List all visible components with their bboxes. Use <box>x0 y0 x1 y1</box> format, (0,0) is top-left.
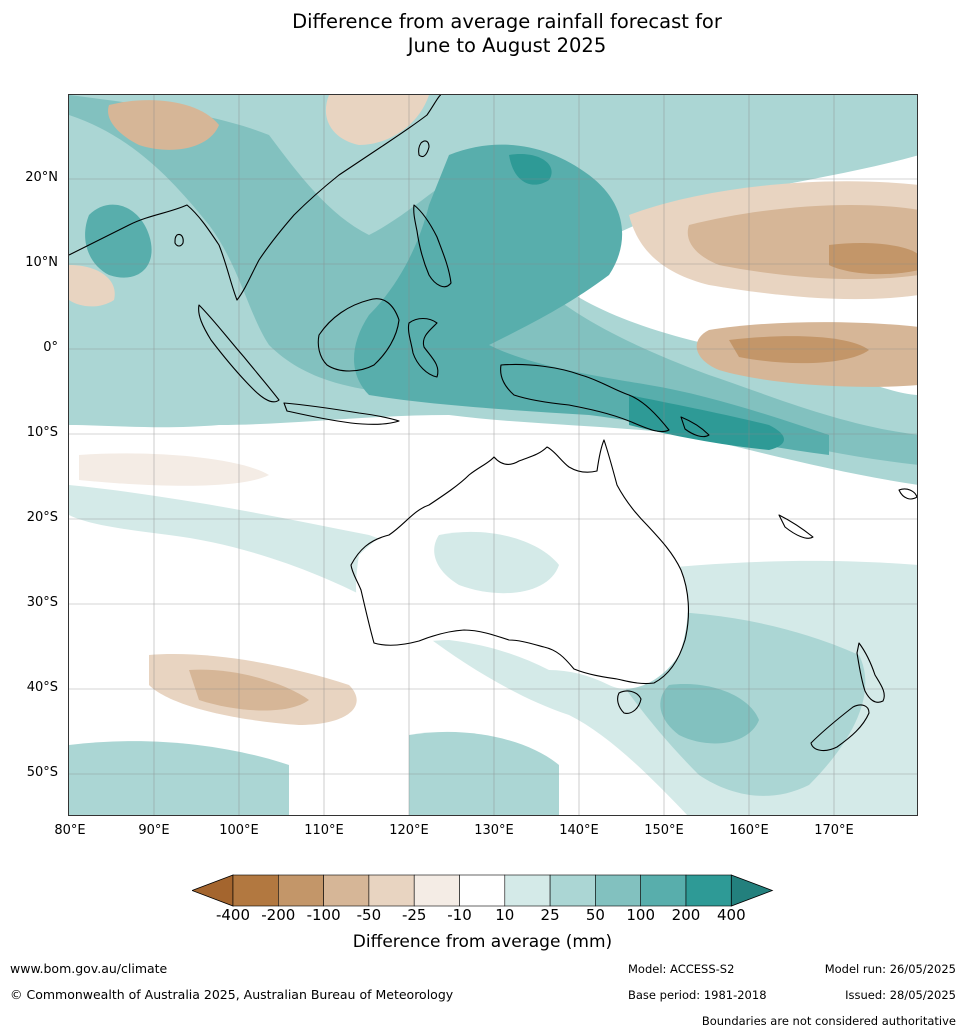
dry-pacific-north-core <box>829 243 917 275</box>
colorbar-segment <box>640 874 687 907</box>
colorbar-segment <box>685 874 732 907</box>
sulawesi-coast <box>407 317 439 378</box>
solomons-coast <box>680 416 710 438</box>
footer-model-run: Model run: 26/05/2025 <box>824 962 956 976</box>
footer-disclaimer: Boundaries are not considered authoritat… <box>701 1014 956 1028</box>
colorbar-segment <box>549 874 596 907</box>
fiji-coast <box>898 488 917 500</box>
lat-label-30s: 30°S <box>26 595 58 610</box>
new-zealand-north <box>856 642 885 703</box>
wet-tasman <box>660 684 759 744</box>
philippines-coast <box>413 204 452 288</box>
colorbar-extend-min <box>192 874 234 907</box>
wet-core-north <box>509 154 552 185</box>
australia-coast <box>350 439 689 685</box>
lon-label-90e: 90°E <box>138 823 170 838</box>
colorbar-segment <box>595 874 641 907</box>
mainland-asia-coast <box>69 95 442 301</box>
colorbar-segment <box>278 874 324 907</box>
colorbar-tick-label: 100 <box>626 906 656 924</box>
colorbar-segment <box>459 874 506 907</box>
colorbar-segments <box>192 874 774 907</box>
lat-label-0: 0° <box>43 340 58 355</box>
colorbar-tick-label: 400 <box>716 906 746 924</box>
map-panel <box>68 94 918 816</box>
lon-label-80e: 80°E <box>54 823 86 838</box>
coastlines <box>69 95 917 752</box>
tasmania-coast <box>617 690 642 714</box>
map-title: Difference from average rainfall forecas… <box>0 10 965 58</box>
lat-label-10s: 10°S <box>26 425 58 440</box>
colorbar-tick-label: -100 <box>306 906 341 924</box>
java-coast <box>283 402 400 425</box>
lat-label-40s: 40°S <box>26 680 58 695</box>
dry-japan <box>325 95 429 145</box>
colorbar-tick-label: 10 <box>495 906 515 924</box>
dry-south-indian-core <box>189 669 309 711</box>
lon-label-130e: 130°E <box>474 823 514 838</box>
colorbar-extend-max <box>730 874 774 907</box>
colorbar-tick-label: 200 <box>671 906 701 924</box>
colorbar-segment <box>368 874 415 907</box>
footer-base-period: Base period: 1981-2018 <box>628 988 767 1002</box>
title-line-1: Difference from average rainfall forecas… <box>292 10 722 33</box>
colorbar-tick-label: -10 <box>447 906 472 924</box>
lat-label-20s: 20°S <box>26 510 58 525</box>
lon-label-140e: 140°E <box>559 823 599 838</box>
footer-issued: Issued: 28/05/2025 <box>845 988 956 1002</box>
colorbar-tick-label: -200 <box>261 906 296 924</box>
colorbar-tick-label: 50 <box>585 906 605 924</box>
wet-southern-ocean <box>69 741 289 815</box>
colorbar-tick-label: -25 <box>401 906 427 924</box>
new-guinea-coast <box>500 363 670 433</box>
vanuatu-caledonia-coast <box>778 514 814 539</box>
sumatra-coast <box>198 304 280 403</box>
colorbar-tick-label: 25 <box>540 906 560 924</box>
title-line-2: June to August 2025 <box>407 34 607 57</box>
lon-label-110e: 110°E <box>304 823 344 838</box>
lon-label-170e: 170°E <box>814 823 854 838</box>
colorbar-tick-label: -50 <box>356 906 382 924</box>
lon-label-150e: 150°E <box>644 823 684 838</box>
footer-url[interactable]: www.bom.gov.au/climate <box>10 961 168 976</box>
lat-label-50s: 50°S <box>26 765 58 780</box>
dry-china <box>108 100 219 150</box>
colorbar-title: Difference from average (mm) <box>352 932 613 952</box>
footer-copyright: © Commonwealth of Australia 2025, Austra… <box>10 987 454 1002</box>
colorbar-tick-label: -400 <box>215 906 251 924</box>
graticule <box>69 95 917 815</box>
lon-label-120e: 120°E <box>389 823 429 838</box>
borneo-coast <box>317 298 400 372</box>
colorbar-segment <box>504 874 551 907</box>
rainfall-map <box>69 95 917 815</box>
colorbar-segment <box>232 874 279 907</box>
australia-wet-patch <box>434 531 559 594</box>
taiwan-coast <box>418 140 430 158</box>
colorbar-segment <box>323 874 370 907</box>
lat-label-10n: 10°N <box>25 255 58 270</box>
colorbar <box>192 874 774 907</box>
colorbar-segment <box>413 874 460 907</box>
wet-core-png <box>629 395 784 450</box>
dry-india <box>69 265 115 307</box>
footer-model: Model: ACCESS-S2 <box>628 962 735 976</box>
wet-south-west <box>409 731 559 815</box>
dry-faint-indian <box>79 453 269 486</box>
sri-lanka-coast <box>174 233 184 247</box>
lon-label-160e: 160°E <box>729 823 769 838</box>
lat-label-20n: 20°N <box>25 170 58 185</box>
new-zealand-south <box>810 704 870 752</box>
wet-band-dark <box>354 144 829 455</box>
lon-label-100e: 100°E <box>219 823 259 838</box>
